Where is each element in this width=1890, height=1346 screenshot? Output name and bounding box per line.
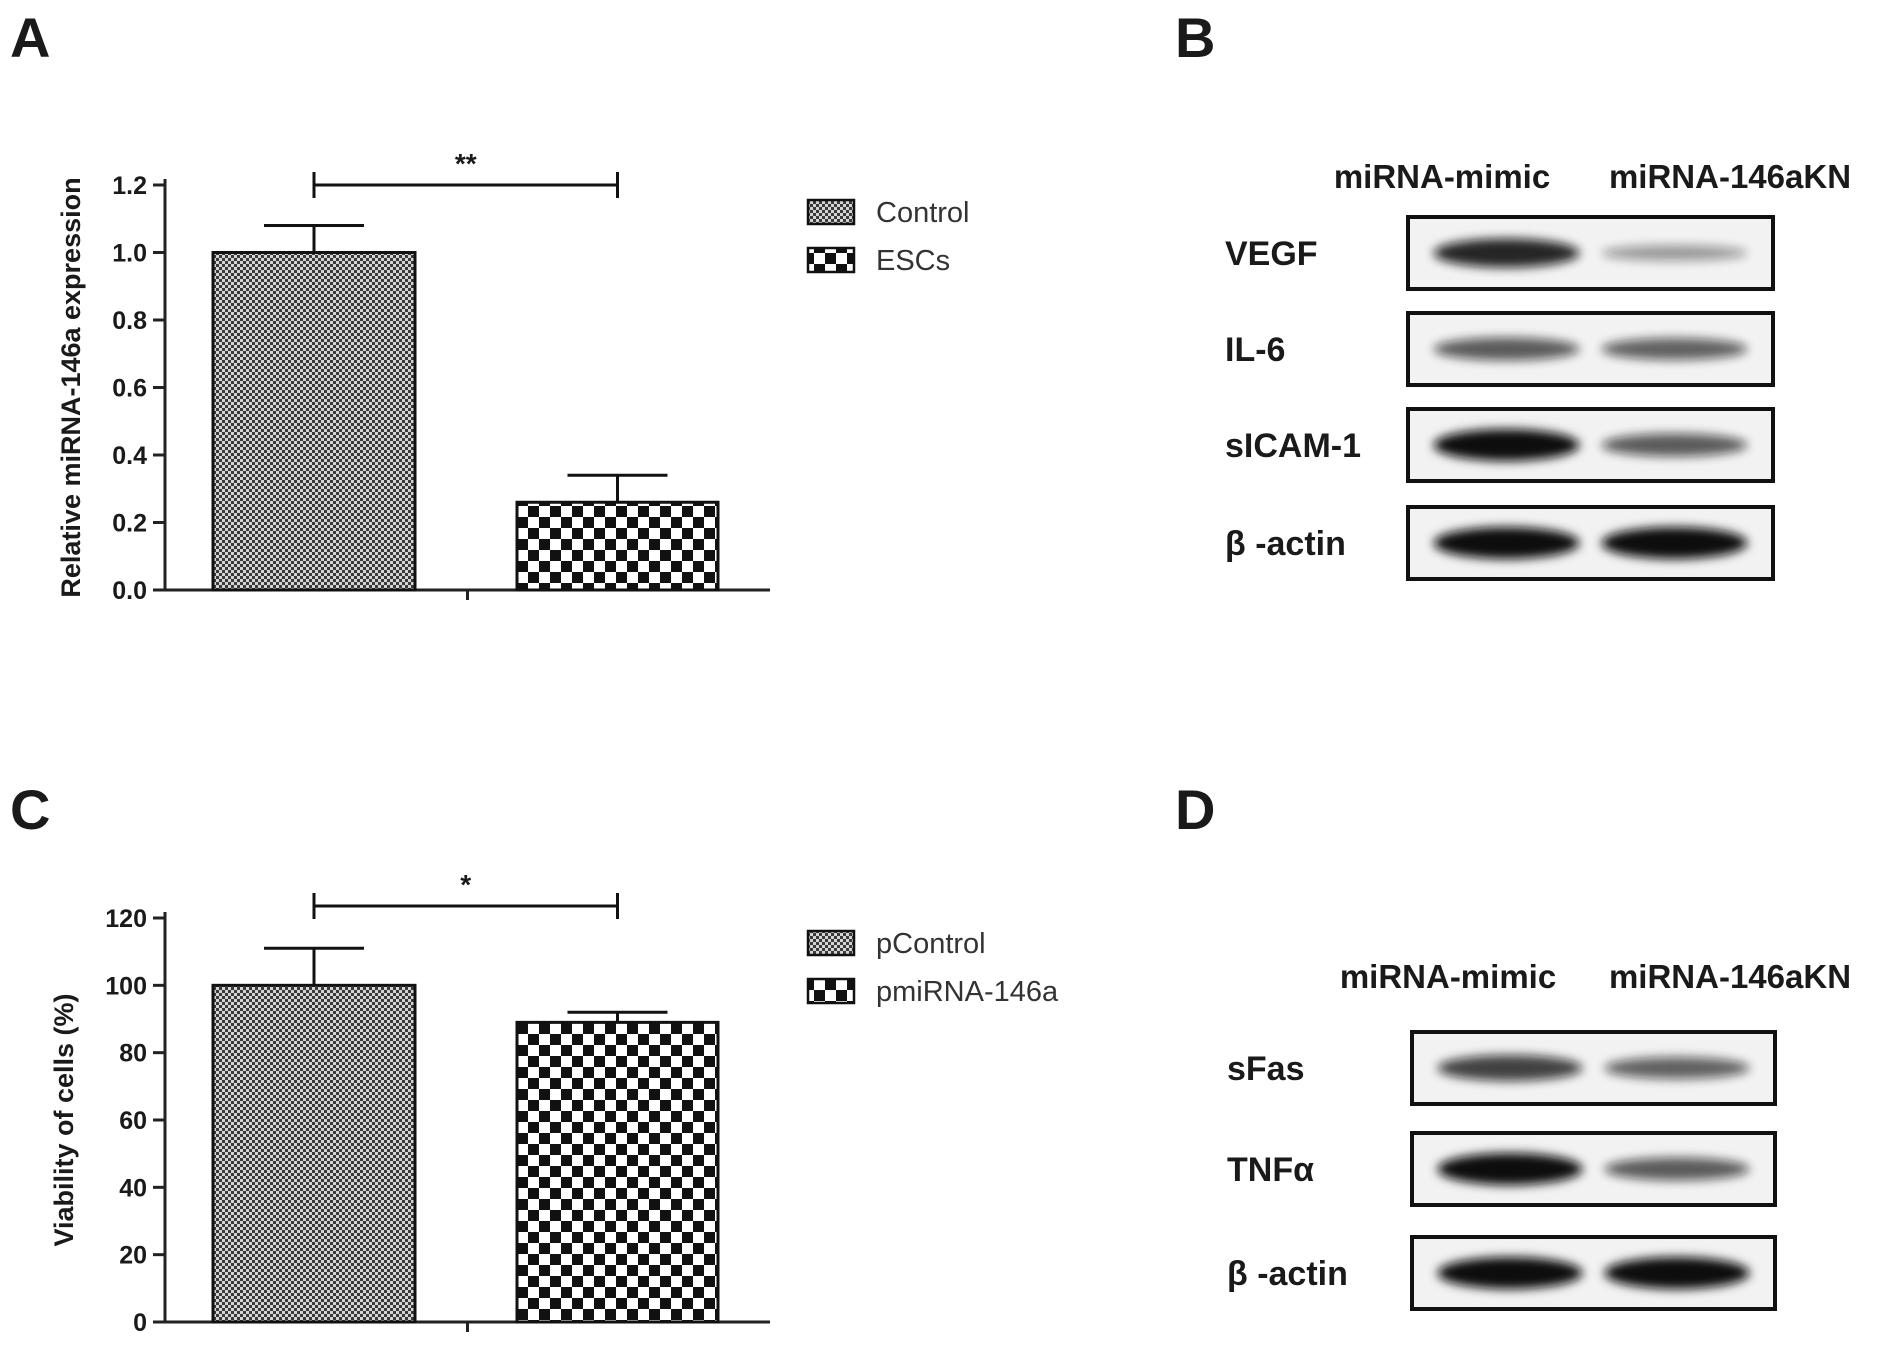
blot-band-b-4-2: [1601, 527, 1748, 559]
bar-a-2: [515, 500, 720, 592]
panel-label-c: C: [10, 778, 51, 841]
bar-a-1: [211, 251, 417, 592]
y-axis-label-c: Viability of cells (%): [49, 993, 79, 1246]
blot-column-header-b-2: miRNA-146aKN: [1609, 158, 1851, 195]
legend-label-c-1: pControl: [876, 928, 986, 960]
blot-band-d-3-1: [1437, 1257, 1583, 1289]
panel-label-b: B: [1175, 6, 1216, 69]
y-tick-label-c: 80: [119, 1040, 147, 1068]
blot-band-b-2-1: [1433, 337, 1580, 361]
legend-swatch-c-2: [806, 977, 856, 1005]
blot-row-label-d-1: sFas: [1227, 1050, 1305, 1088]
blot-column-header-d-1: miRNA-mimic: [1340, 958, 1556, 995]
blot-row-label-b-3: sICAM-1: [1225, 427, 1361, 465]
y-tick-label-c: 100: [105, 972, 147, 1000]
blot-band-b-3-1: [1433, 429, 1580, 461]
blot-row-label-b-2: IL-6: [1225, 331, 1285, 369]
y-tick-label-a: 0.4: [112, 442, 147, 470]
legend-label-a-1: Control: [876, 197, 970, 229]
y-tick-label-a: 0.0: [112, 577, 147, 605]
y-tick-label-c: 0: [133, 1309, 147, 1337]
blot-row-label-b-4: β -actin: [1225, 525, 1346, 563]
y-tick-label-a: 0.6: [112, 375, 147, 403]
blot-band-b-3-2: [1601, 433, 1748, 457]
blot-column-header-d-2: miRNA-146aKN: [1609, 958, 1851, 995]
bar-c-1: [211, 983, 417, 1324]
y-tick-label-a: 1.2: [112, 172, 147, 200]
blot-band-d-3-2: [1604, 1257, 1750, 1289]
blot-band-d-2-1: [1437, 1153, 1583, 1185]
significance-marker-c: *: [460, 869, 471, 900]
bar-c-2: [515, 1020, 720, 1324]
y-tick-label-a: 0.2: [112, 510, 147, 538]
blot-band-d-1-2: [1604, 1057, 1750, 1079]
blot-band-d-1-1: [1437, 1055, 1583, 1081]
y-tick-label-c: 60: [119, 1107, 147, 1135]
blot-row-label-d-2: TNFα: [1227, 1151, 1314, 1189]
y-tick-label-c: 40: [119, 1174, 147, 1202]
y-tick-label-c: 20: [119, 1242, 147, 1270]
legend-label-a-2: ESCs: [876, 245, 950, 277]
blot-band-b-1-2: [1601, 245, 1748, 261]
legend-swatch-c-1: [806, 929, 856, 957]
legend-label-c-2: pmiRNA-146a: [876, 976, 1059, 1008]
blot-column-header-b-1: miRNA-mimic: [1334, 158, 1550, 195]
blot-row-label-b-1: VEGF: [1225, 235, 1318, 273]
y-tick-label-a: 0.8: [112, 307, 147, 335]
panel-label-a: A: [10, 6, 51, 69]
y-tick-label-a: 1.0: [112, 240, 147, 268]
blot-band-d-2-2: [1604, 1157, 1750, 1181]
y-tick-label-c: 120: [105, 905, 147, 933]
panel-label-d: D: [1175, 778, 1216, 841]
legend-swatch-a-2: [806, 246, 856, 274]
y-axis-label-a: Relative miRNA-146a expression: [56, 177, 86, 597]
blot-row-label-d-3: β -actin: [1227, 1255, 1348, 1293]
legend-swatch-a-1: [806, 198, 856, 226]
blot-band-b-2-2: [1601, 338, 1748, 360]
significance-marker-a: **: [455, 148, 477, 179]
blot-band-b-4-1: [1433, 527, 1580, 559]
blot-band-b-1-1: [1433, 238, 1580, 268]
